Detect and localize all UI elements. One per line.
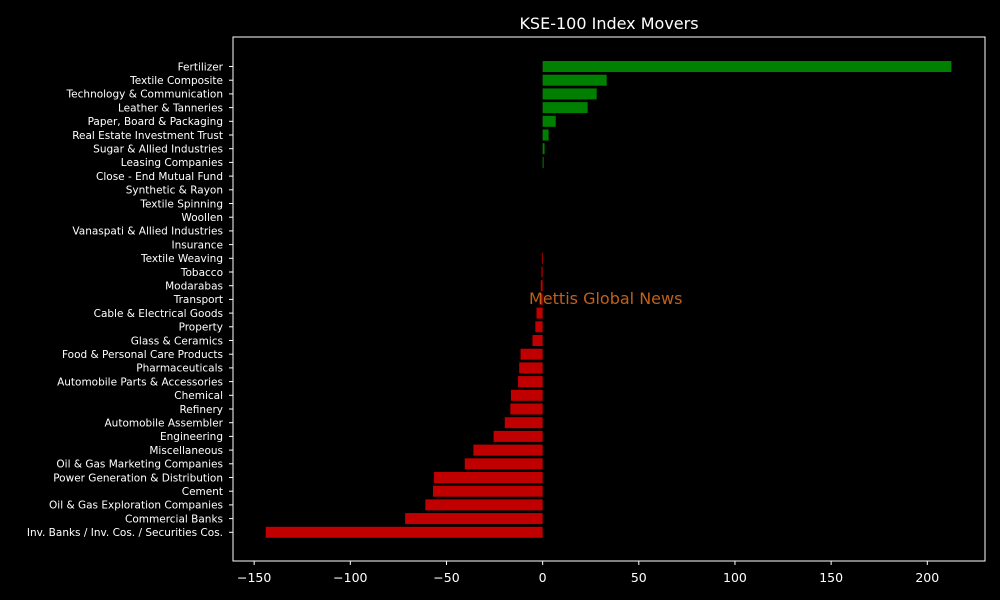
bar xyxy=(542,156,544,168)
bar-group xyxy=(265,61,952,538)
y-tick-label: Tobacco xyxy=(180,267,223,279)
y-tick-label: Miscellaneous xyxy=(149,445,223,457)
y-tick-label: Sugar & Allied Industries xyxy=(93,144,223,156)
bar xyxy=(510,389,543,401)
bar xyxy=(433,485,543,497)
bar xyxy=(433,472,543,483)
y-tick-label: Inv. Banks / Inv. Cos. / Securities Cos. xyxy=(27,527,223,539)
y-tick-label: Glass & Ceramics xyxy=(131,335,223,347)
bar xyxy=(540,280,543,292)
bar xyxy=(425,499,543,511)
x-tick-label: 150 xyxy=(819,570,843,585)
y-tick-label: Insurance xyxy=(171,239,223,251)
y-tick-label: Close - End Mutual Fund xyxy=(96,171,223,183)
y-tick-label: Food & Personal Care Products xyxy=(62,349,223,361)
bar xyxy=(464,458,543,470)
bar xyxy=(504,417,543,429)
y-tick-label: Paper, Board & Packaging xyxy=(88,116,223,128)
y-tick-label: Cement xyxy=(182,486,223,498)
y-tick-label: Oil & Gas Exploration Companies xyxy=(49,500,223,512)
bar xyxy=(535,321,543,333)
y-tick-label: Refinery xyxy=(179,404,223,416)
watermark-text: Mettis Global News xyxy=(529,289,682,308)
y-tick-label: Technology & Communication xyxy=(66,89,223,101)
bar xyxy=(542,143,545,155)
y-tick-label: Automobile Parts & Accessories xyxy=(57,376,223,388)
y-tick-label: Engineering xyxy=(160,431,223,443)
bar xyxy=(536,307,543,319)
bar xyxy=(519,362,543,374)
bar xyxy=(542,61,952,72)
bar xyxy=(405,513,543,525)
bar xyxy=(473,444,543,456)
x-tick-label: 50 xyxy=(631,570,647,585)
y-tick-label: Oil & Gas Marketing Companies xyxy=(56,459,223,471)
y-tick-label: Synthetic & Rayon xyxy=(126,185,223,197)
y-tick-label: Commercial Banks xyxy=(125,513,223,525)
x-tick-label: −150 xyxy=(237,570,271,585)
y-tick-label: Leasing Companies xyxy=(121,157,223,169)
x-tick-label: 0 xyxy=(539,570,547,585)
y-tick-label: Real Estate Investment Trust xyxy=(72,130,223,142)
y-tick-label: Pharmaceuticals xyxy=(136,363,223,375)
bar xyxy=(510,403,543,415)
x-tick-label: −100 xyxy=(333,570,367,585)
y-tick-label: Power Generation & Distribution xyxy=(53,472,223,484)
x-tick-label: 100 xyxy=(723,570,747,585)
bar xyxy=(493,430,543,442)
bar xyxy=(542,74,607,86)
bar xyxy=(542,252,543,264)
y-tick-label: Textile Spinning xyxy=(139,198,223,210)
bar xyxy=(542,129,549,141)
bar xyxy=(542,102,588,114)
bar xyxy=(520,348,543,360)
y-tick-label: Modarabas xyxy=(165,281,223,293)
y-tick-label: Property xyxy=(179,322,223,334)
axes-frame xyxy=(232,36,986,562)
x-tick-label: −50 xyxy=(433,570,459,585)
y-tick-label: Woollen xyxy=(181,212,223,224)
chart-title: KSE-100 Index Movers xyxy=(519,14,698,33)
y-tick-label: Vanaspati & Allied Industries xyxy=(72,226,223,238)
bar xyxy=(265,526,543,538)
bar xyxy=(542,115,556,127)
y-tick-label: Cable & Electrical Goods xyxy=(94,308,223,320)
y-tick-label: Transport xyxy=(173,294,223,306)
y-tick-label: Textile Composite xyxy=(129,75,223,87)
y-tick-label: Fertilizer xyxy=(178,61,224,73)
x-axis: −150 −100 −50 0 50 100 150 200 xyxy=(237,561,939,585)
bar xyxy=(518,376,543,388)
y-tick-label: Leather & Tanneries xyxy=(118,102,223,114)
y-tick-label: Chemical xyxy=(174,390,223,402)
y-axis: Fertilizer Textile Composite Technology & … xyxy=(27,61,233,539)
y-tick-label: Textile Weaving xyxy=(140,253,223,265)
y-tick-label: Automobile Assembler xyxy=(105,418,224,430)
bar xyxy=(532,335,543,346)
bar xyxy=(542,88,597,100)
bar xyxy=(541,266,543,278)
x-tick-label: 200 xyxy=(915,570,939,585)
bar xyxy=(539,293,543,305)
